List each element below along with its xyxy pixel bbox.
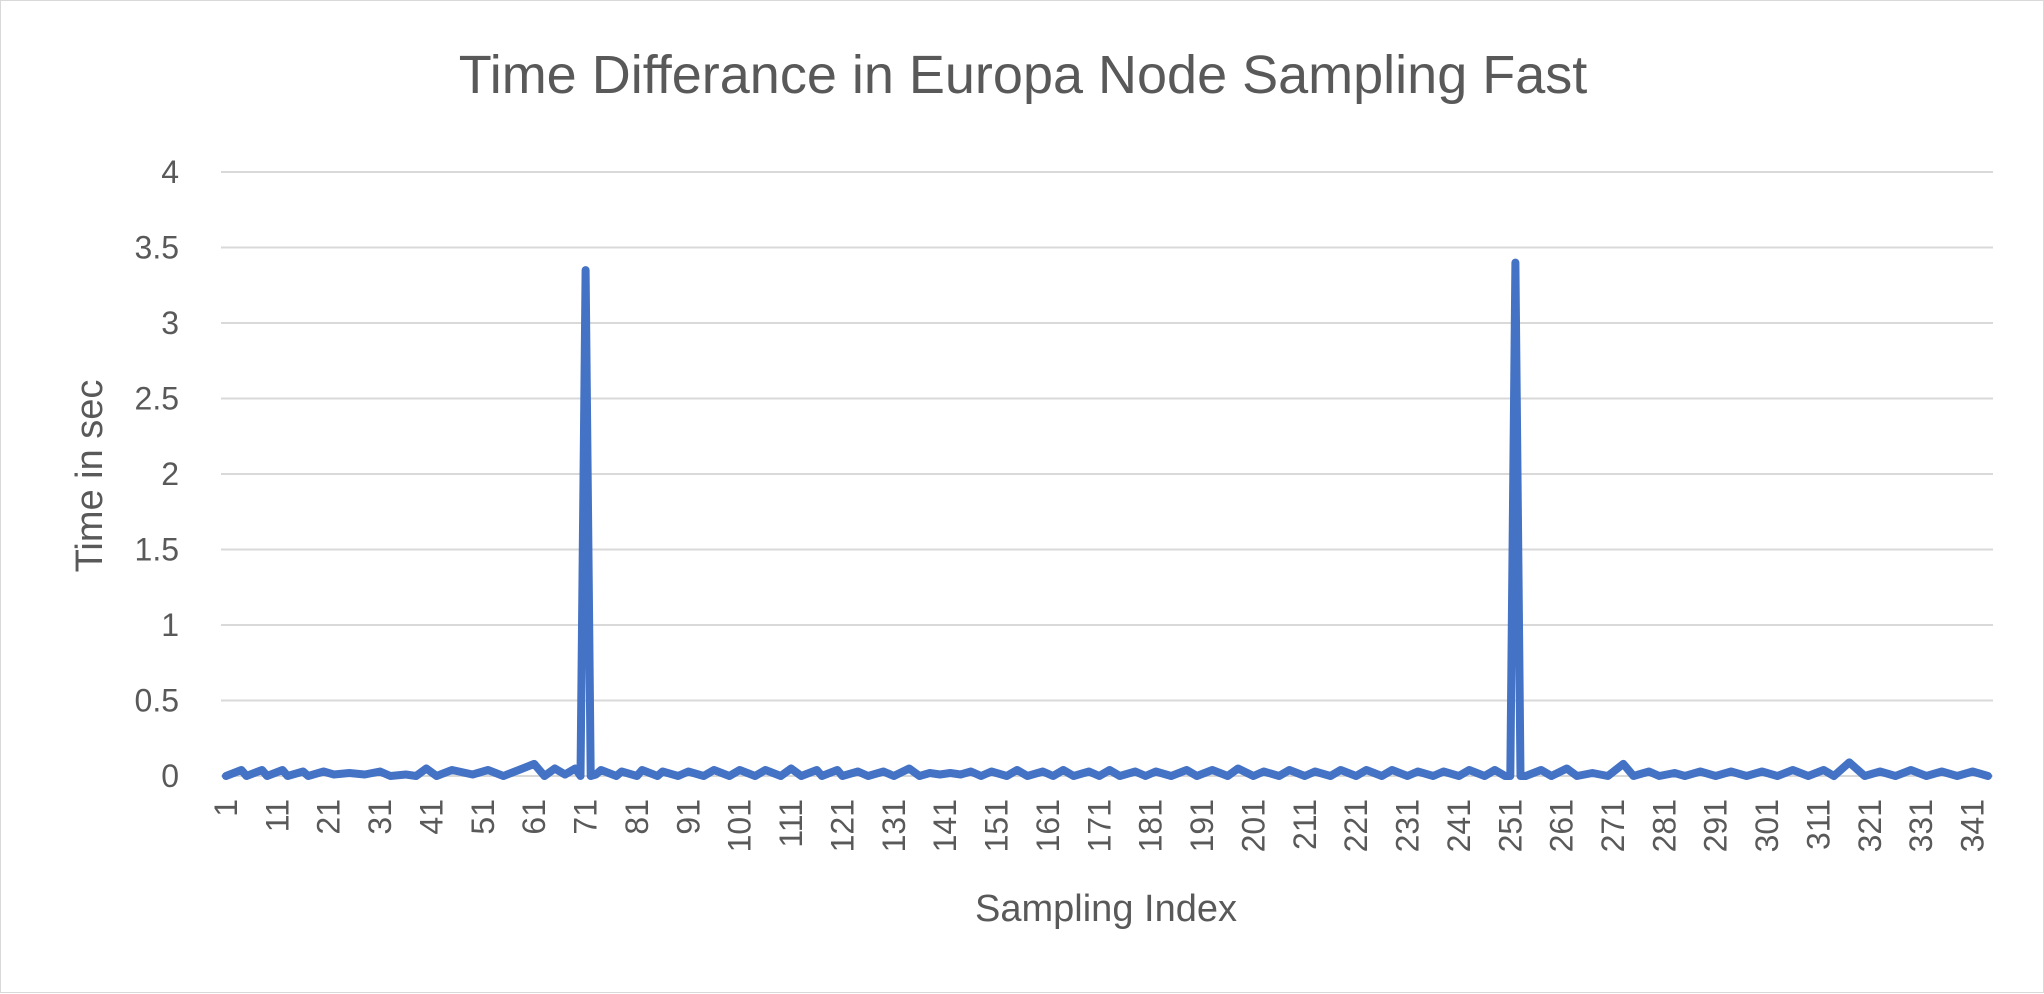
y-tick-label: 1.5: [135, 532, 179, 568]
x-tick-label: 231: [1390, 799, 1426, 852]
x-tick-label: 91: [670, 799, 706, 835]
x-tick-label: 271: [1595, 799, 1631, 852]
x-tick-label: 321: [1852, 799, 1888, 852]
x-tick-label: 131: [876, 799, 912, 852]
y-tick-label: 3: [161, 305, 179, 341]
x-tick-label: 251: [1492, 799, 1528, 852]
x-tick-label: 301: [1749, 799, 1785, 852]
y-tick-label: 2.5: [135, 381, 179, 417]
x-tick-label: 51: [465, 799, 501, 835]
gridlines: [221, 171, 1993, 777]
x-tick-label: 201: [1235, 799, 1271, 852]
x-tick-label: 191: [1184, 799, 1220, 852]
x-tick-label: 1: [208, 799, 244, 817]
x-tick-label: 331: [1903, 799, 1939, 852]
x-tick-label: 161: [1030, 799, 1066, 852]
series-line: [222, 258, 1992, 780]
x-tick-label: 281: [1646, 799, 1682, 852]
x-tick-label: 101: [722, 799, 758, 852]
x-tick-label: 221: [1338, 799, 1374, 852]
x-tick-label: 61: [516, 799, 552, 835]
y-tick-label: 1: [161, 607, 179, 643]
x-tick-label: 261: [1544, 799, 1580, 852]
y-axis-ticks: 0 0.5 1 1.5 2 2.5 3 3.5 4: [135, 154, 179, 794]
x-tick-label: 171: [1081, 799, 1117, 852]
x-tick-label: 291: [1698, 799, 1734, 852]
y-tick-label: 0.5: [135, 683, 179, 719]
y-tick-label: 2: [161, 456, 179, 492]
x-tick-label: 311: [1800, 799, 1836, 850]
x-tick-label: 111: [773, 799, 809, 848]
x-tick-label: 41: [413, 799, 449, 835]
x-tick-label: 181: [1133, 799, 1169, 852]
y-tick-label: 0: [161, 758, 179, 794]
x-tick-label: 21: [311, 799, 347, 835]
y-axis-title: Time in sec: [69, 380, 111, 573]
x-tick-label: 151: [979, 799, 1015, 852]
x-tick-label: 141: [927, 799, 963, 852]
x-tick-label: 31: [362, 799, 398, 835]
y-tick-label: 4: [161, 154, 179, 190]
y-tick-label: 3.5: [135, 230, 179, 266]
chart-title: Time Differance in Europa Node Sampling …: [459, 45, 1588, 105]
x-tick-label: 341: [1955, 799, 1991, 852]
x-tick-label: 121: [824, 799, 860, 852]
x-tick-label: 81: [619, 799, 655, 835]
x-tick-label: 241: [1441, 799, 1477, 852]
x-axis-ticks: 1 11 21 31 41 51 61 71 81 91 101 111 121 131 141 151 161…: [208, 799, 1991, 852]
x-tick-label: 11: [259, 799, 295, 832]
x-tick-label: 211: [1287, 799, 1323, 850]
x-tick-label: 71: [568, 799, 604, 835]
x-axis-title: Sampling Index: [975, 888, 1237, 930]
